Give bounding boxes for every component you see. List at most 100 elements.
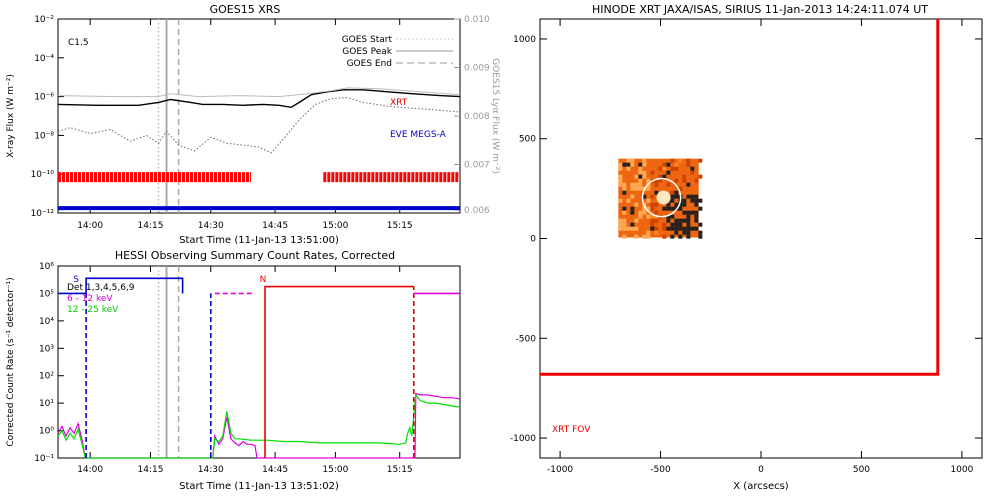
- goes-right-tick-label: 0.010: [464, 15, 490, 25]
- xrt-content: -1000 -500 0 500 1000 -1000 -500 0 500 1000: [510, 19, 982, 475]
- xrt-image-pixel: [670, 214, 675, 219]
- xrt-image-pixel: [646, 230, 651, 235]
- xrt-image-pixel: [618, 166, 623, 171]
- xrt-image-pixel: [670, 234, 675, 239]
- hessi-x-tick-label: 14:00: [77, 465, 103, 475]
- goes-legend: GOES Start GOES Peak GOES End: [342, 35, 453, 69]
- hessi-state-segment: [58, 277, 184, 295]
- xrt-image-pixel: [698, 174, 703, 179]
- xrt-image-pixel: [674, 218, 679, 223]
- xrt-image-pixel: [662, 222, 667, 227]
- xrt-y-tick-label: -500: [516, 334, 537, 344]
- goes-ylabel-right: GOES15 Lyα Flux (W m⁻²): [490, 58, 500, 174]
- xrt-y-tick-label: 1000: [513, 35, 536, 45]
- xrt-panel: HINODE XRT JAXA/ISAS, SIRIUS 11-Jan-2013…: [510, 3, 983, 492]
- xrt-image-pixel: [686, 222, 691, 227]
- xrt-image-pixel: [690, 194, 695, 199]
- hessi-y-tick-label: 10⁴: [39, 317, 54, 327]
- hessi-content: 14:00 14:15 14:30 14:45 15:00 15:15 10⁻¹ 10⁰ 10¹…: [34, 262, 461, 475]
- xrt-image-pixel: [634, 234, 639, 239]
- xrt-image-pixel: [634, 202, 639, 207]
- xrt-image-pixel: [642, 206, 647, 211]
- hessi-ylabel: Corrected Count Rate (s⁻¹ detector⁻¹): [6, 277, 16, 446]
- xrt-image-pixel: [630, 226, 635, 231]
- goes-title: GOES15 XRS: [210, 3, 281, 16]
- xrt-image-pixel: [694, 178, 699, 183]
- xrt-image-pixel: [670, 190, 675, 195]
- xrt-image-pixel: [682, 218, 687, 223]
- xrt-image-pixel: [650, 194, 655, 199]
- hessi-y-tick-label: 10⁶: [39, 262, 54, 272]
- xrt-image-pixel: [634, 182, 639, 187]
- xrt-image-pixel: [666, 206, 671, 211]
- xrt-image-pixel: [650, 218, 655, 223]
- goes-x-tick-label: 14:15: [137, 221, 163, 231]
- xrt-image-pixel: [626, 226, 631, 231]
- xrt-image-pixel: [694, 202, 699, 207]
- hessi-panel: HESSI Observing Summary Count Rates, Cor…: [6, 249, 461, 492]
- xrt-image-pixel: [642, 210, 647, 215]
- xrt-image-pixel: [622, 206, 627, 211]
- legend-12-25-kev: 12 - 25 keV: [67, 305, 119, 315]
- xrt-image-pixel: [642, 162, 647, 167]
- xrt-image-pixel: [678, 206, 683, 211]
- goes-x-tick-label: 15:00: [322, 221, 348, 231]
- xrt-image-pixel: [694, 218, 699, 223]
- xrt-image-pixel: [646, 234, 651, 239]
- xrt-image-pixel: [622, 234, 627, 239]
- legend-goes-start: GOES Start: [342, 35, 393, 45]
- xrt-image-pixel: [670, 194, 675, 199]
- xrt-image-pixel: [654, 202, 659, 207]
- xrt-image-pixel: [630, 210, 635, 215]
- eve-annotation: EVE MEGS-A: [390, 130, 447, 140]
- xrt-image-pixel: [670, 166, 675, 171]
- xrt-image-pixel: [670, 158, 675, 163]
- hessi-state-label: N: [260, 275, 267, 285]
- xrt-image-pixel: [690, 210, 695, 215]
- xrt-image-pixel: [642, 234, 647, 239]
- xrt-image-pixel: [694, 210, 699, 215]
- goes-x-tick-label: 14:45: [262, 221, 288, 231]
- goes-plot-frame: [57, 18, 461, 214]
- xrt-image-pixel: [622, 186, 627, 191]
- xrt-image-pixel: [686, 210, 691, 215]
- xrt-image-pixel: [646, 178, 651, 183]
- xrt-image-pixel: [638, 166, 643, 171]
- xrt-image-pixel: [698, 206, 703, 211]
- xrt-image-pixel: [642, 170, 647, 175]
- xrt-image-pixel: [646, 206, 651, 211]
- goes-series-long: [57, 89, 461, 109]
- goes-series-lya: [57, 87, 461, 98]
- hessi-y-tick-label: 10⁵: [39, 289, 54, 299]
- xrt-image-pixel: [646, 198, 651, 203]
- xrt-image-pixel: [694, 198, 699, 203]
- hessi-xlabel: Start Time (11-Jan-13 13:51:02): [179, 481, 339, 492]
- hessi-title: HESSI Observing Summary Count Rates, Cor…: [115, 249, 395, 262]
- xrt-fov-box: [540, 19, 940, 376]
- xrt-image-pixel: [682, 230, 687, 235]
- xrt-image-pixel: [634, 226, 639, 231]
- xrt-image-pixel: [670, 198, 675, 203]
- hessi-series-12-25keV: [57, 393, 461, 459]
- xrt-image-pixel: [690, 170, 695, 175]
- goes-x-tick-label: 14:00: [77, 221, 103, 231]
- xrt-image-pixel: [678, 226, 683, 231]
- goes-ylabel: X-ray Flux (W m⁻²): [6, 74, 16, 158]
- xrt-image-pixel: [650, 206, 655, 211]
- goes-x-tick-label: 14:30: [198, 221, 224, 231]
- xrt-image-pixel: [678, 234, 683, 239]
- hessi-series-6-12keV: [57, 392, 461, 459]
- goes-series-short: [57, 97, 461, 154]
- xrt-image-pixel: [690, 166, 695, 171]
- xrt-image-pixel: [634, 186, 639, 191]
- xrt-image-pixel: [698, 222, 703, 227]
- xrt-image-pixel: [634, 218, 639, 223]
- hessi-y-tick-label: 10⁰: [39, 427, 54, 437]
- xrt-image-pixel: [666, 182, 671, 187]
- hessi-y-tick-label: 10⁻¹: [34, 454, 54, 464]
- xrt-image-pixel: [638, 186, 643, 191]
- xrt-image-pixel: [638, 182, 643, 187]
- hessi-y-tick-label: 10¹: [39, 399, 54, 409]
- xrt-image-pixel: [674, 178, 679, 183]
